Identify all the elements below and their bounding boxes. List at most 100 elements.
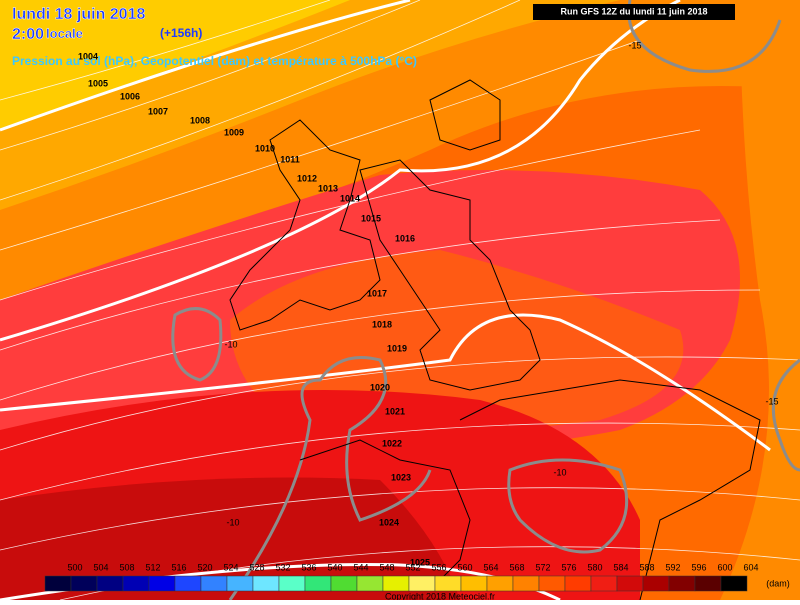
color-swatch bbox=[70, 575, 98, 592]
color-swatch bbox=[538, 575, 566, 592]
time-value: 2:00 bbox=[12, 26, 44, 43]
color-swatch bbox=[122, 575, 150, 592]
color-swatch bbox=[694, 575, 722, 592]
isobar-label: 1011 bbox=[280, 154, 300, 164]
legend-tick: 568 bbox=[509, 562, 524, 572]
isobar-label: 1012 bbox=[297, 173, 317, 183]
isobar-label: 1015 bbox=[361, 213, 381, 223]
color-swatch bbox=[96, 575, 124, 592]
legend-tick: 544 bbox=[353, 562, 368, 572]
isobar-label: 1014 bbox=[340, 193, 360, 203]
legend-tick: 584 bbox=[613, 562, 628, 572]
run-info: Run GFS 12Z du lundi 11 juin 2018 bbox=[560, 6, 707, 16]
color-swatch bbox=[226, 575, 254, 592]
legend-tick: 580 bbox=[587, 562, 602, 572]
color-swatch bbox=[434, 575, 462, 592]
isobar-label: 1021 bbox=[385, 406, 405, 416]
legend-tick: 576 bbox=[561, 562, 576, 572]
isobar-label: 1019 bbox=[387, 343, 407, 353]
isobar-label: 1013 bbox=[318, 183, 338, 193]
color-swatch bbox=[382, 575, 410, 592]
run-box bbox=[533, 4, 735, 20]
isobar-label: 1016 bbox=[395, 233, 415, 243]
color-swatch bbox=[590, 575, 618, 592]
legend-tick: 540 bbox=[327, 562, 342, 572]
legend-tick: 512 bbox=[145, 562, 160, 572]
field-band bbox=[720, 0, 800, 600]
isobar-label: 1017 bbox=[367, 288, 387, 298]
isobar-label: 1023 bbox=[391, 472, 411, 482]
color-swatch bbox=[460, 575, 488, 592]
date: lundi 18 juin 2018 bbox=[12, 6, 145, 23]
color-swatch bbox=[174, 575, 202, 592]
color-swatch bbox=[356, 575, 384, 592]
legend-tick: 564 bbox=[483, 562, 498, 572]
legend-tick: 572 bbox=[535, 562, 550, 572]
legend-tick: 532 bbox=[275, 562, 290, 572]
color-swatch bbox=[512, 575, 540, 592]
isobar-label: 1005 bbox=[88, 78, 108, 88]
temperature-contours bbox=[171, 0, 800, 601]
isobar-label: 1007 bbox=[148, 106, 168, 116]
temperature-label: -10 bbox=[224, 339, 237, 349]
isobar-label: 1020 bbox=[370, 382, 390, 392]
isobar-labels: 1004 1005 1006 1007 1008 1009 1010 1011 10121013… bbox=[78, 51, 430, 567]
legend-tick: 508 bbox=[119, 562, 134, 572]
legend-tick: 552 bbox=[405, 562, 420, 572]
color-swatch bbox=[486, 575, 514, 592]
subtitle: Pression au sol (hPa), Geopotentiel (dam… bbox=[12, 54, 417, 68]
color-swatch bbox=[564, 575, 592, 592]
legend-tick: 560 bbox=[457, 562, 472, 572]
field-band bbox=[0, 477, 460, 600]
legend-tick: 536 bbox=[301, 562, 316, 572]
legend-tick: 524 bbox=[223, 562, 238, 572]
temperature-label: -15 bbox=[765, 396, 778, 406]
legend-tick: 520 bbox=[197, 562, 212, 572]
legend-unit: (dam) bbox=[766, 578, 790, 588]
legend-tick: 600 bbox=[717, 562, 732, 572]
coastlines bbox=[229, 79, 761, 601]
color-swatch bbox=[44, 575, 72, 592]
temperature-label: -15 bbox=[628, 40, 641, 50]
isobar-label: 1010 bbox=[255, 143, 275, 153]
temperature-label: -10 bbox=[553, 467, 566, 477]
legend-tick: 516 bbox=[171, 562, 186, 572]
color-swatch bbox=[616, 575, 644, 592]
legend-tick: 548 bbox=[379, 562, 394, 572]
lead-time: (+156h) bbox=[160, 26, 202, 40]
colorbar: 500 504 508 512 516 520 524 528 532 536 540 544 548 5… bbox=[44, 562, 759, 592]
legend-tick: 500 bbox=[67, 562, 82, 572]
color-swatch bbox=[148, 575, 176, 592]
color-swatch bbox=[330, 575, 358, 592]
color-swatch bbox=[668, 575, 696, 592]
isobar-label: 1004 bbox=[78, 51, 98, 61]
color-swatch bbox=[278, 575, 306, 592]
copyright: Copyright 2018 Meteociel.fr bbox=[385, 591, 495, 600]
color-swatch bbox=[252, 575, 280, 592]
isobar-label: 1025 bbox=[410, 557, 430, 567]
legend-tick: 604 bbox=[743, 562, 758, 572]
isobar-label: 1009 bbox=[224, 127, 244, 137]
temperature-labels: -15 -10 -10 -10 -15 bbox=[224, 40, 778, 527]
time-suffix: locale bbox=[46, 26, 83, 41]
legend-tick: 556 bbox=[431, 562, 446, 572]
color-swatch bbox=[642, 575, 670, 592]
isobar-label: 1006 bbox=[120, 91, 140, 101]
color-swatch bbox=[200, 575, 228, 592]
temperature-label: -10 bbox=[226, 517, 239, 527]
legend-tick: 596 bbox=[691, 562, 706, 572]
isobar-label: 1018 bbox=[372, 319, 392, 329]
isobar-label: 1008 bbox=[190, 115, 210, 125]
color-swatch bbox=[408, 575, 436, 592]
color-swatch bbox=[720, 575, 748, 592]
legend-tick: 588 bbox=[639, 562, 654, 572]
legend-tick: 592 bbox=[665, 562, 680, 572]
isobar-label: 1022 bbox=[382, 438, 402, 448]
legend-tick: 528 bbox=[249, 562, 264, 572]
time: 2:00 locale bbox=[12, 26, 83, 43]
isobar-label: 1024 bbox=[379, 517, 399, 527]
color-swatch bbox=[304, 575, 332, 592]
legend-tick: 504 bbox=[93, 562, 108, 572]
